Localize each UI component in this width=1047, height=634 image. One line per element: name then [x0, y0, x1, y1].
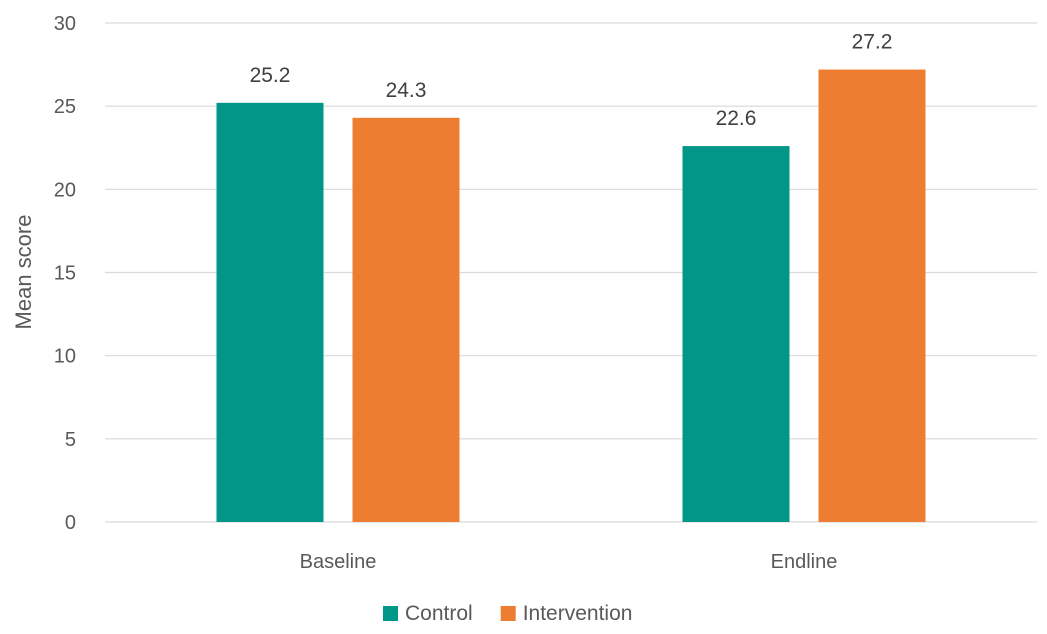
legend-label: Intervention [523, 602, 633, 625]
y-tick-label: 10 [54, 346, 76, 368]
category-label: Baseline [300, 551, 377, 573]
data-label: 24.3 [386, 79, 427, 102]
y-tick-label: 20 [54, 179, 76, 201]
legend: Control Intervention [383, 602, 632, 625]
y-tick-label: 15 [54, 263, 76, 285]
y-tick-label: 25 [54, 96, 76, 118]
legend-swatch [383, 606, 398, 621]
data-labels: 25.2 24.3 22.6 27.2 [250, 31, 893, 131]
category-label: Endline [771, 551, 838, 573]
y-tick-label: 0 [65, 512, 76, 534]
category-labels: Baseline Endline [300, 551, 838, 573]
bar [818, 69, 926, 522]
data-label: 22.6 [716, 107, 757, 130]
bar [352, 117, 460, 522]
bar [682, 146, 790, 522]
bars [216, 69, 926, 522]
bar [216, 102, 324, 522]
data-label: 27.2 [852, 31, 893, 54]
data-label: 25.2 [250, 64, 291, 87]
y-tick-label: 30 [54, 13, 76, 35]
legend-label: Control [405, 602, 473, 625]
y-axis-title: Mean score [11, 215, 36, 330]
y-axis-tick-labels: 0 5 10 15 20 25 30 [54, 13, 76, 534]
legend-swatch [500, 606, 516, 621]
y-tick-label: 5 [65, 429, 76, 451]
